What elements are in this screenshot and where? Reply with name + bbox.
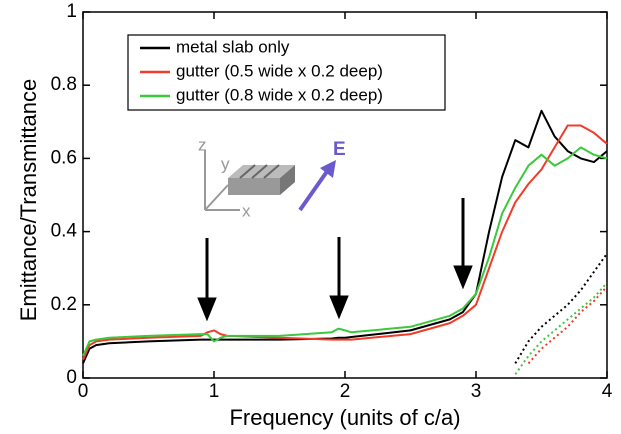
series-line (82, 109, 608, 364)
arrow-head (329, 295, 349, 320)
arrow-head (197, 297, 217, 322)
legend-label: metal slab only (176, 37, 290, 56)
y-axis-title: Emittance/Transmittance (16, 79, 41, 322)
inset: z y x E (198, 135, 346, 220)
arrow-head (453, 265, 473, 290)
y-tick-label: 0.4 (51, 221, 78, 242)
inset-label: z (198, 135, 207, 154)
inset-label: x (242, 201, 251, 220)
x-tick-label: 4 (602, 381, 613, 402)
series-line (82, 146, 608, 357)
inset-block-side (280, 165, 295, 195)
inset-label: E (333, 139, 346, 160)
y-tick-label: 0.2 (51, 294, 77, 315)
legend-box (127, 34, 446, 111)
inset-e-arrow-head (320, 160, 336, 178)
inset-axis (204, 184, 229, 211)
y-tick-label: 0.6 (51, 147, 77, 168)
legend-label: gutter (0.5 wide x 0.2 deep) (176, 61, 383, 80)
series-line (514, 282, 608, 375)
x-tick-label: 0 (78, 381, 89, 402)
series-line (514, 253, 608, 364)
x-tick-label: 3 (471, 381, 482, 402)
y-tick-label: 0 (66, 367, 77, 388)
series-line (82, 124, 608, 361)
inset-label: y (221, 154, 230, 173)
x-tick-label: 1 (209, 381, 220, 402)
x-tick-label: 2 (340, 381, 351, 402)
arrows (197, 198, 473, 322)
legend-label: gutter (0.8 wide x 0.2 deep) (176, 85, 383, 104)
y-tick-label: 0.8 (51, 74, 77, 95)
inset-e-arrow (298, 168, 330, 212)
inset-grooves (239, 164, 280, 179)
x-axis-title: Frequency (units of c/a) (229, 405, 460, 430)
series-line (527, 285, 608, 365)
y-tick-label: 1 (66, 1, 77, 22)
inset-block-front (228, 178, 280, 195)
